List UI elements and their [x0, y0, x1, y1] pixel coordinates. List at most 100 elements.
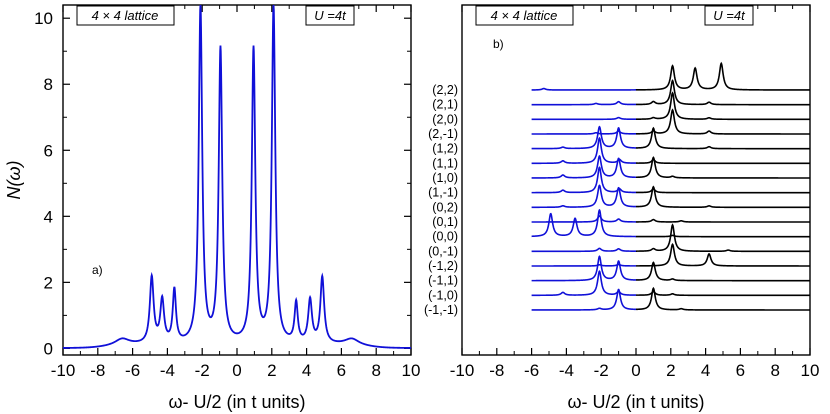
k-point-label: (1,2) — [432, 142, 458, 156]
k-point-label: (-1,-1) — [424, 303, 458, 317]
spectrum-line-above — [635, 290, 810, 297]
spectrum-line-above — [636, 185, 810, 209]
spectrum-line-above — [636, 234, 810, 238]
panel-a-dos-curve — [63, 4, 412, 349]
panel-a-xtick-label: 6 — [337, 361, 346, 380]
spectrum-line-below — [531, 288, 636, 311]
spectrum-line-below — [531, 100, 636, 106]
spectrum-line-below — [531, 125, 636, 150]
panel-a-xlabel: ω- U/2 (in t units) — [168, 392, 305, 412]
spectrum-(-1,0) — [531, 270, 810, 297]
panel-a-frame — [62, 4, 412, 356]
spectrum-(2,-1) — [531, 108, 810, 135]
panel-b-xtick-label: -8 — [489, 361, 504, 380]
k-point-label: (-1,0) — [428, 288, 458, 302]
spectrum-(1,0) — [531, 155, 810, 179]
spectrum-line-below — [531, 247, 636, 253]
k-point-label: (1,-1) — [428, 186, 458, 200]
panel-a-ylabel: N(ω) — [4, 160, 24, 199]
spectrum-(1,1) — [531, 136, 810, 165]
panel-a-xtick-label: 8 — [371, 361, 380, 380]
panel-b-xtick-label: 6 — [736, 361, 745, 380]
panel-a-ytick-label: 8 — [44, 75, 53, 94]
spectrum-line-above — [635, 108, 810, 135]
panel-b-box-left: 4 × 4 lattice — [475, 5, 574, 26]
spectrum-(-1,-1) — [531, 286, 810, 311]
spectrum-line-below — [531, 215, 636, 223]
panel-a-xtick-label: -10 — [51, 361, 76, 380]
spectrum-line-above — [636, 91, 810, 121]
spectrum-line-below — [531, 263, 636, 267]
spectrum-(2,1) — [531, 79, 810, 106]
spectrum-line-below — [531, 208, 636, 238]
panel-a-xtick-label: 10 — [402, 361, 421, 380]
spectrum-line-below — [531, 136, 636, 165]
k-point-label: (-1,1) — [428, 274, 458, 288]
spectrum-(1,-1) — [531, 166, 810, 194]
panel-a-xtick-label: -6 — [125, 361, 140, 380]
spectrum-line-below — [531, 255, 636, 282]
spectrum-line-above — [636, 261, 810, 282]
panel-b-xtick-label: -6 — [524, 361, 539, 380]
spectrum-(0,0) — [531, 208, 810, 238]
panel-a-box-left: 4 × 4 lattice — [76, 5, 175, 26]
spectrum-line-above — [636, 286, 810, 311]
panel-a-box-right-text: U =4t — [314, 8, 347, 23]
spectrum-line-above — [636, 126, 810, 150]
panel-a-xtick-label: 4 — [302, 361, 311, 380]
panel-b-box-right: U =4t — [704, 5, 754, 26]
panel-b-box-right-text: U =4t — [713, 8, 746, 23]
k-point-label: (0,2) — [432, 200, 458, 214]
panel-a-box-left-text: 4 × 4 lattice — [92, 8, 159, 23]
panel-a-label: a) — [92, 263, 103, 277]
spectrum-line-below — [531, 130, 636, 135]
panel-a-xtick-label: -4 — [160, 361, 175, 380]
spectrum-line-above — [636, 156, 810, 179]
panel-a-xtick-label: 0 — [232, 361, 241, 380]
spectrum-(2,0) — [531, 91, 810, 121]
panel-b-xtick-label: -2 — [594, 361, 609, 380]
k-point-label: (-1,2) — [428, 259, 458, 273]
k-point-label: (1,1) — [432, 156, 458, 170]
panel-a-xtick-label: 2 — [267, 361, 276, 380]
spectrum-line-above — [636, 218, 810, 223]
spectrum-line-above — [636, 223, 810, 253]
spectrum-line-below — [531, 155, 636, 179]
panel-b: -10 -8 -6 -4 -2 0 2 4 6 8 10 (2,2)(2,1)(2,0)(2,-1)… — [424, 4, 820, 412]
panel-b-xtick-label: 2 — [666, 361, 675, 380]
spectrum-line-above — [636, 158, 810, 165]
spectrum-(0,2) — [531, 184, 810, 209]
k-point-label: (1,0) — [432, 171, 458, 185]
panel-b-box-left-text: 4 × 4 lattice — [491, 8, 558, 23]
spectrum-(-1,1) — [531, 255, 810, 282]
panel-b-xtick-label: 8 — [770, 361, 779, 380]
k-point-label: (2,-1) — [428, 127, 458, 141]
k-point-label: (0,1) — [432, 215, 458, 229]
spectrum-line-below — [531, 184, 636, 209]
spectrum-line-above — [636, 61, 810, 91]
k-point-label: (2,1) — [432, 98, 458, 112]
panel-a-ytick-label: 0 — [44, 339, 53, 358]
panel-b-xtick-label: -4 — [559, 361, 574, 380]
panel-a-xtick-label: -8 — [90, 361, 105, 380]
panel-a-ytick-label: 10 — [34, 9, 53, 28]
spectrum-line-above — [636, 79, 810, 106]
panel-b-xlabel: ω- U/2 (in t units) — [567, 392, 704, 412]
spectrum-line-below — [531, 166, 636, 194]
spectrum-line-above — [636, 188, 810, 194]
spectrum-line-below — [531, 87, 636, 91]
spectrum-(2,2) — [531, 61, 810, 91]
k-point-label: (0,-1) — [428, 244, 458, 258]
panel-a-xtick-label: -2 — [195, 361, 210, 380]
panel-a-ytick-label: 2 — [44, 273, 53, 292]
panel-b-xtick-label: 10 — [801, 361, 820, 380]
spectrum-(0,-1) — [531, 223, 810, 253]
spectrum-line-below — [531, 116, 636, 121]
panel-b-xtick-label: 4 — [701, 361, 710, 380]
panel-a-ytick-label: 4 — [44, 207, 53, 226]
panel-b-frame — [461, 4, 811, 356]
spectrum-line-above — [636, 242, 810, 267]
panel-a-box-right: U =4t — [305, 5, 355, 26]
